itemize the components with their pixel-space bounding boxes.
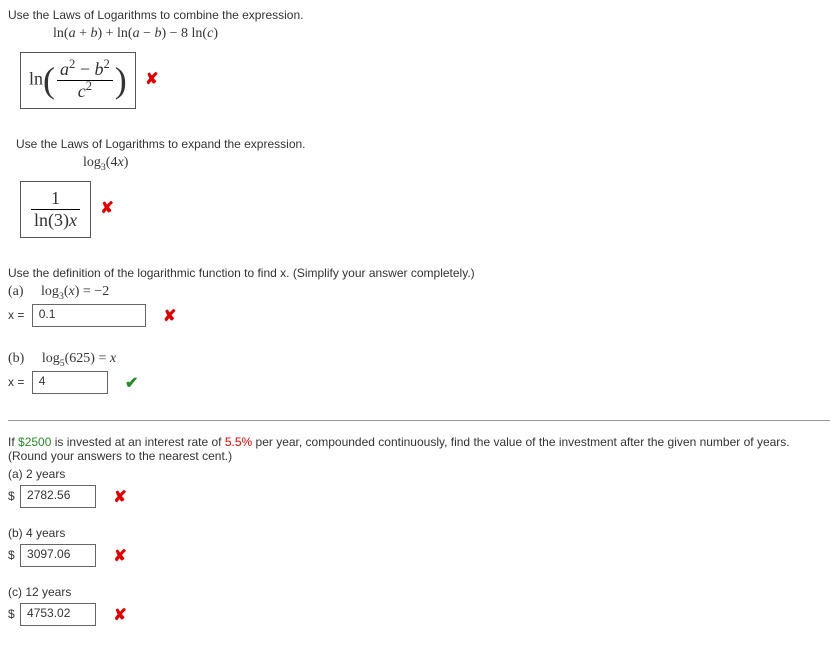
- q2-answer-box[interactable]: 1 ln(3)x: [20, 181, 91, 238]
- q3a-log: log: [41, 284, 59, 299]
- q4-prompt: If $2500 is invested at an interest rate…: [8, 435, 830, 463]
- q4a-label: (a) 2 years: [8, 467, 65, 481]
- q3b-answer-input[interactable]: 4: [32, 371, 108, 394]
- q1-expr-a: a: [69, 26, 76, 41]
- q1-ans-c: c: [78, 81, 86, 101]
- q3b-row: (b) log5(625) = x: [8, 351, 830, 367]
- q1-ans-csup: 2: [86, 79, 92, 93]
- q4a-answer-input[interactable]: 2782.56: [20, 485, 96, 508]
- q2-log: log: [83, 155, 101, 170]
- wrong-icon: ✘: [100, 198, 113, 218]
- q4-amount: $2500: [18, 435, 51, 449]
- q2-ans-num: 1: [31, 188, 80, 210]
- q4c-dollar: $: [8, 607, 15, 621]
- question-2: Use the Laws of Logarithms to expand the…: [8, 137, 830, 248]
- q1-expr-end: ) − 8 ln(: [161, 26, 207, 41]
- question-4: If $2500 is invested at an interest rate…: [8, 435, 830, 634]
- q4b-label-row: (b) 4 years: [8, 526, 830, 540]
- q2-close: ): [124, 155, 129, 170]
- q3a-eq: ) = −2: [75, 284, 109, 299]
- q1-ans-minus: −: [75, 59, 94, 79]
- q4-rate: 5.5%: [225, 435, 252, 449]
- divider: [8, 420, 830, 421]
- q2-expression: log3(4x): [83, 155, 830, 171]
- q3b-log: log: [42, 351, 60, 366]
- wrong-icon: ✘: [113, 487, 126, 507]
- q4b-dollar: $: [8, 548, 15, 562]
- q1-ans-a: a: [60, 59, 69, 79]
- q3a-row: (a) log3(x) = −2: [8, 284, 830, 300]
- q4b-label: (b) 4 years: [8, 526, 65, 540]
- q2-ans-3: 3: [54, 210, 63, 230]
- q3a-label: (a): [8, 284, 24, 299]
- q2-prompt: Use the Laws of Logarithms to expand the…: [16, 137, 830, 151]
- q2-arg: (4: [106, 155, 118, 170]
- q4-mid: is invested at an interest rate of: [51, 435, 224, 449]
- q1-expr-close: ): [213, 26, 218, 41]
- q3a-xeq: x =: [8, 308, 24, 322]
- q1-expr-prefix: ln(: [53, 26, 69, 41]
- wrong-icon: ✘: [145, 69, 158, 89]
- q4c-label-row: (c) 12 years: [8, 585, 830, 599]
- q4a-label-row: (a) 2 years: [8, 467, 830, 481]
- q1-ans-ln: ln: [29, 69, 43, 89]
- q4b-answer-input[interactable]: 3097.06: [20, 544, 96, 567]
- q1-ans-bsup: 2: [103, 57, 109, 71]
- q1-expression: ln(a + b) + ln(a − b) − 8 ln(c): [53, 26, 830, 42]
- q2-ans-x: x: [69, 210, 77, 230]
- q1-expr-mid: ) + ln(: [97, 26, 132, 41]
- q1-prompt: Use the Laws of Logarithms to combine th…: [8, 8, 830, 22]
- wrong-icon: ✘: [113, 546, 126, 566]
- q1-expr-a2: a: [133, 26, 140, 41]
- q3b-xeq: x =: [8, 375, 24, 389]
- question-3: Use the definition of the logarithmic fu…: [8, 266, 830, 402]
- q1-expr-plus: +: [76, 26, 91, 41]
- q1-answer-box[interactable]: ln( a2 − b2 c2 ): [20, 52, 136, 109]
- question-1: Use the Laws of Logarithms to combine th…: [8, 8, 830, 119]
- q4a-dollar: $: [8, 489, 15, 503]
- q4c-label: (c) 12 years: [8, 585, 71, 599]
- q3b-x: x: [110, 351, 116, 366]
- q3a-answer-input[interactable]: 0.1: [32, 304, 146, 327]
- q4-pre: If: [8, 435, 18, 449]
- q3b-label: (b): [8, 351, 24, 366]
- q2-ans-ln: ln: [34, 210, 48, 230]
- wrong-icon: ✘: [163, 306, 176, 326]
- q3-prompt: Use the definition of the logarithmic fu…: [8, 266, 830, 280]
- q4c-answer-input[interactable]: 4753.02: [20, 603, 96, 626]
- q1-expr-minus: −: [140, 26, 155, 41]
- correct-icon: ✔: [125, 373, 138, 393]
- q3b-arg: (625) =: [65, 351, 110, 366]
